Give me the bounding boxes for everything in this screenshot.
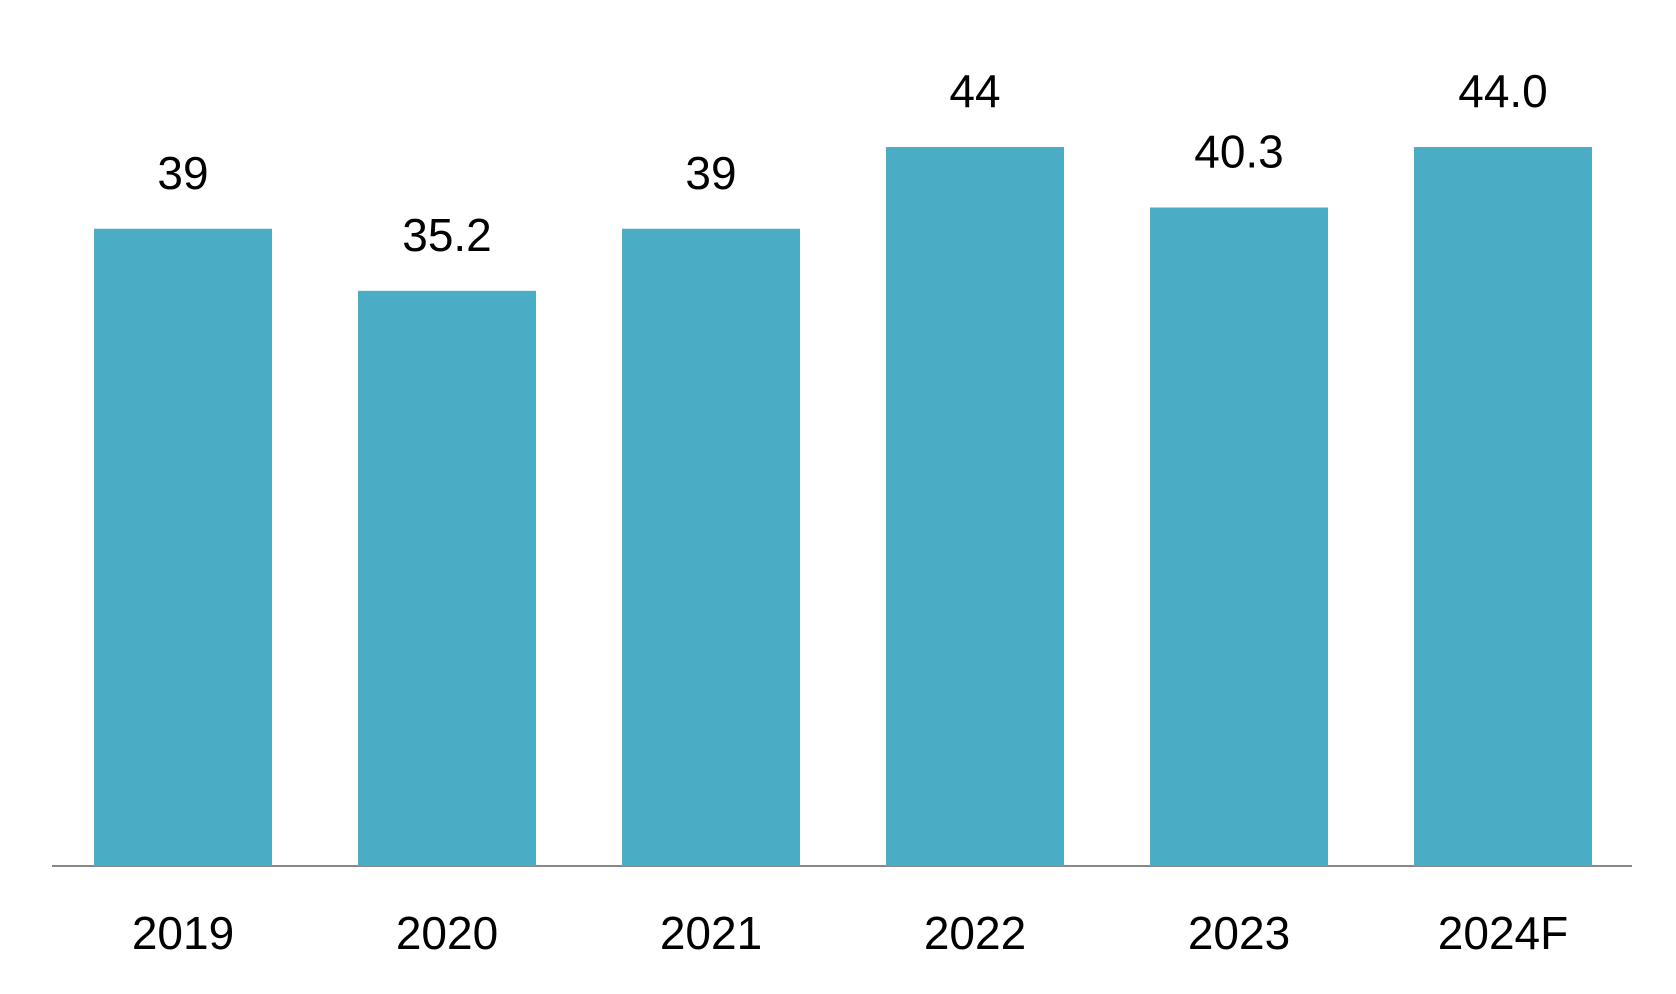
bar xyxy=(622,228,800,867)
x-tick-label: 2023 xyxy=(1188,907,1290,959)
value-label: 39 xyxy=(685,147,736,199)
value-label: 39 xyxy=(157,147,208,199)
x-tick-label: 2019 xyxy=(132,907,234,959)
value-label: 40.3 xyxy=(1194,126,1284,178)
x-tick-label: 2021 xyxy=(660,907,762,959)
bar xyxy=(886,147,1064,867)
bar xyxy=(1150,207,1328,867)
bar xyxy=(358,290,536,866)
x-tick-label: 2020 xyxy=(396,907,498,959)
bar xyxy=(1414,147,1592,867)
bar xyxy=(94,228,272,867)
value-label: 44.0 xyxy=(1458,65,1548,117)
x-tick-label: 2022 xyxy=(924,907,1026,959)
value-label: 44 xyxy=(949,65,1000,117)
value-label: 35.2 xyxy=(402,209,492,261)
x-tick-label: 2024F xyxy=(1438,907,1568,959)
